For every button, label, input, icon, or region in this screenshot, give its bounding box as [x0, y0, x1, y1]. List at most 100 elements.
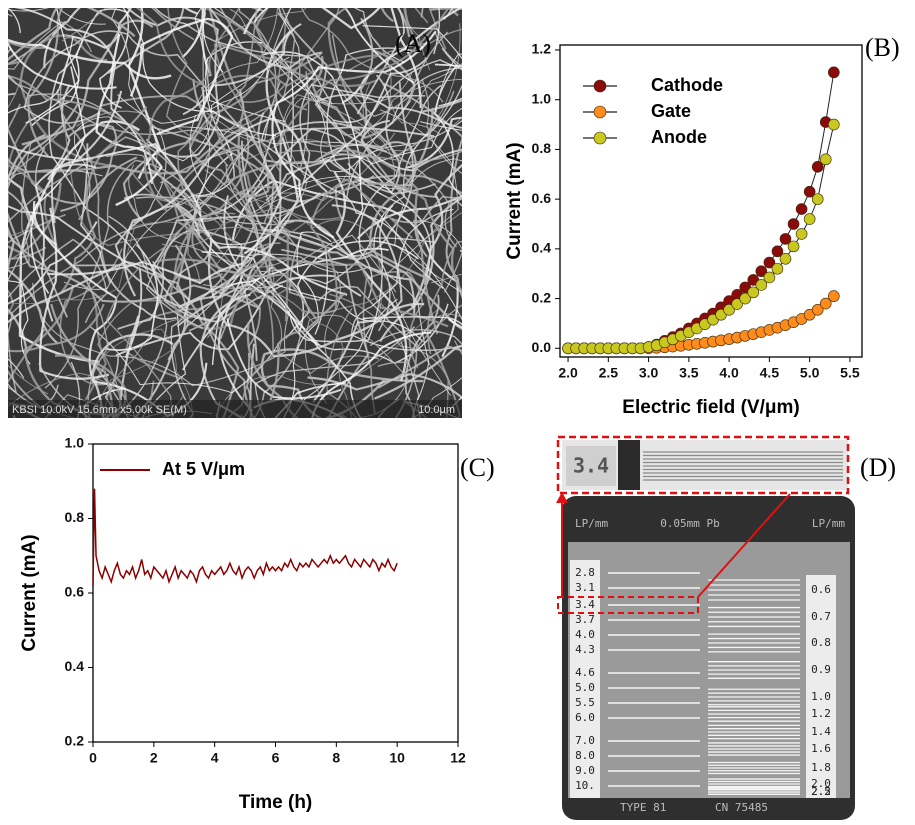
- zoom-connector: [697, 493, 791, 598]
- nanotube-fiber: [307, 373, 462, 400]
- x-tick-label: 3.0: [639, 365, 659, 381]
- data-point: [795, 203, 808, 215]
- y-tick-label: 1.2: [532, 41, 552, 57]
- data-point: [811, 193, 824, 205]
- data-point: [763, 271, 776, 284]
- x-tick-label: 10: [389, 750, 405, 766]
- nanotube-fiber: [34, 163, 97, 322]
- right-scale-label: 0.7: [811, 610, 831, 623]
- left-scale-label: 2.8: [575, 566, 595, 579]
- series-line: [92, 488, 398, 586]
- nanotube-fiber: [283, 83, 426, 227]
- x-tick-label: 2: [150, 750, 158, 766]
- nanotube-fiber: [254, 326, 416, 418]
- left-scale-label: 5.5: [575, 696, 595, 709]
- nanotube-fiber: [8, 221, 211, 305]
- nanotube-fiber: [281, 248, 370, 418]
- nanotube-fiber: [156, 258, 318, 320]
- nanotube-fiber: [136, 8, 308, 111]
- nanotube-fiber: [331, 31, 449, 118]
- nanotube-fiber: [369, 107, 434, 281]
- data-point: [755, 279, 768, 291]
- left-scale-label: 4.6: [575, 666, 595, 679]
- nanotube-fiber: [369, 329, 462, 347]
- nanotube-fiber: [273, 94, 395, 220]
- nanotube-fiber: [288, 235, 418, 418]
- data-point: [787, 218, 800, 230]
- left-scale-label: 9.0: [575, 764, 595, 777]
- nanotube-fiber: [276, 64, 462, 173]
- zoom-divider: [618, 440, 640, 490]
- nanotube-fiber: [18, 120, 140, 364]
- header-mid: 0.05mm Pb: [660, 517, 720, 530]
- nanotube-fiber: [63, 53, 210, 290]
- nanotube-fiber: [345, 67, 462, 201]
- nanotube-fiber: [374, 344, 462, 400]
- nanotube-fiber: [344, 8, 415, 84]
- nanotube-fiber: [19, 34, 117, 168]
- nanotube-fiber: [202, 8, 378, 87]
- data-point: [779, 233, 792, 245]
- nanotube-fiber: [21, 19, 154, 146]
- nanotube-fiber: [8, 74, 205, 242]
- nanotube-fiber: [312, 204, 403, 403]
- data-point: [723, 303, 735, 316]
- nanotube-fiber: [438, 97, 462, 107]
- x-axis-label: Time (h): [239, 792, 313, 813]
- y-tick-label: 0.6: [65, 584, 85, 600]
- panel-label: (B): [865, 33, 900, 62]
- nanotube-fiber: [8, 38, 172, 80]
- nanotube-fiber: [347, 74, 401, 194]
- nanotube-fiber: [346, 28, 462, 73]
- nanotube-fiber: [208, 8, 323, 70]
- nanotube-fiber: [215, 309, 438, 418]
- panel-label: (C): [460, 453, 495, 482]
- zoom-box: [556, 435, 850, 495]
- y-tick-label: 0.8: [532, 140, 552, 156]
- nanotube-fiber: [8, 90, 123, 162]
- nanotube-fiber: [8, 280, 31, 365]
- right-scale-column: [806, 575, 836, 798]
- y-axis-label: Current (mA): [19, 534, 40, 651]
- right-scale-label: 1.8: [811, 761, 831, 774]
- right-scale-label: 1.0: [811, 690, 831, 703]
- x-axis-label: Electric field (V/μm): [622, 397, 799, 418]
- nanotube-fiber: [283, 231, 332, 418]
- data-point: [828, 290, 840, 302]
- nanotube-fiber: [217, 257, 449, 328]
- data-point: [755, 265, 768, 278]
- y-tick-label: 0.2: [532, 289, 552, 305]
- nanotube-fiber: [129, 17, 234, 136]
- nanotube-fiber: [90, 326, 280, 394]
- left-scale-label: 3.7: [575, 613, 595, 626]
- nanotube-fiber: [145, 133, 257, 329]
- y-tick-label: 0.6: [532, 190, 552, 206]
- x-tick-label: 2.5: [599, 365, 619, 381]
- x-tick-label: 8: [332, 750, 340, 766]
- nanotube-fiber: [410, 163, 462, 308]
- nanotube-fiber: [373, 84, 462, 332]
- legend-label: At 5 V/μm: [162, 459, 245, 479]
- left-scale-label: 10.: [575, 779, 595, 792]
- nanotube-fiber: [326, 47, 432, 285]
- nanotube-fiber: [391, 195, 462, 224]
- x-tick-label: 4.5: [760, 365, 780, 381]
- nanotube-fiber: [106, 8, 185, 75]
- nanotube-fiber: [211, 173, 383, 317]
- nanotube-fiber: [8, 117, 32, 316]
- nanotube-fiber: [8, 41, 117, 90]
- nanotube-fiber: [217, 282, 320, 412]
- right-scale-label: 2.5: [811, 785, 831, 798]
- right-scale-label: 1.2: [811, 707, 831, 720]
- x-tick-label: 4: [211, 750, 219, 766]
- legend-label: Gate: [651, 101, 691, 121]
- nanotube-fiber: [122, 8, 277, 137]
- left-scale-label: 3.4: [575, 598, 595, 611]
- zoom-label: 3.4: [573, 454, 609, 478]
- nanotube-fiber: [377, 304, 462, 368]
- data-point: [803, 185, 816, 198]
- nanotube-fiber: [110, 8, 167, 224]
- x-tick-label: 5.5: [840, 365, 860, 381]
- nanotube-fiber: [182, 195, 245, 371]
